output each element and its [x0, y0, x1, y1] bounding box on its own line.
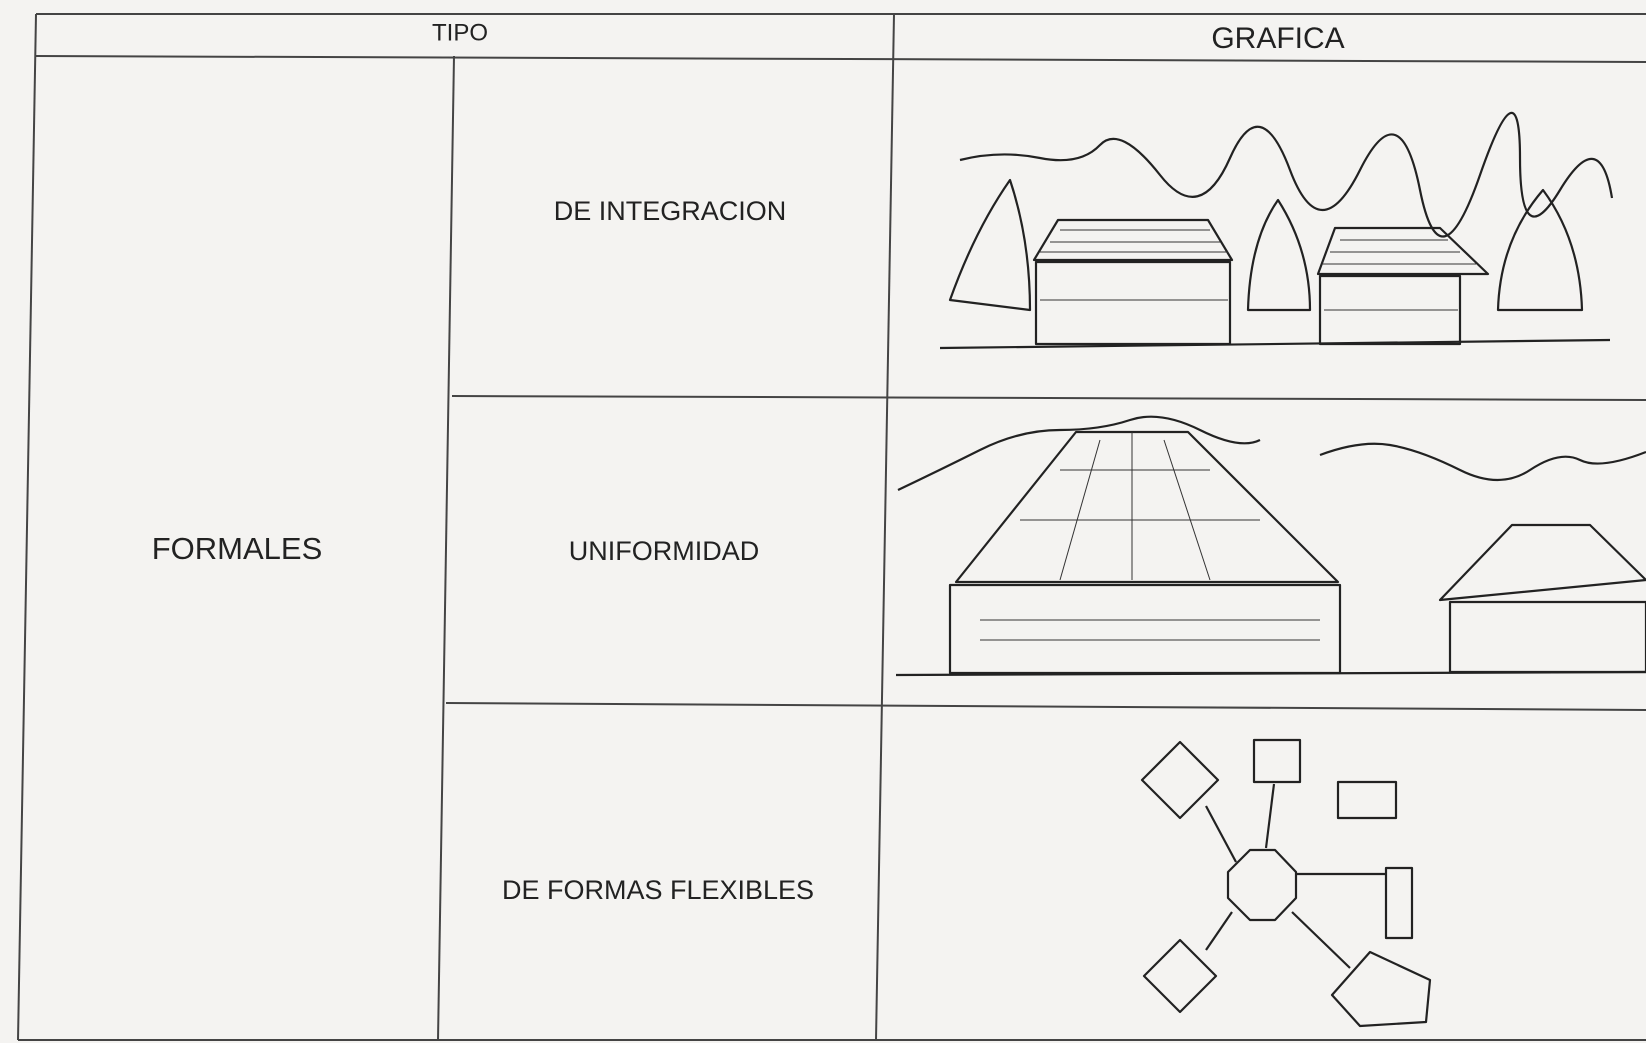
column-rule	[875, 13, 895, 1041]
row-label: DE FORMAS FLEXIBLES	[502, 875, 814, 905]
row-label: UNIFORMIDAD	[569, 536, 760, 566]
sketch-formas-flexibles	[1140, 738, 1432, 1028]
table-border	[17, 13, 37, 1041]
header-rule	[35, 55, 1646, 63]
category-label: FORMALES	[152, 531, 323, 566]
sketch-integracion	[939, 111, 1614, 350]
row-label: DE INTEGRACION	[554, 196, 787, 226]
row-rule	[445, 702, 1646, 711]
sketch-uniformidad	[895, 415, 1646, 677]
table-grid	[17, 13, 1646, 1041]
header-grafica: GRAFICA	[1211, 22, 1344, 55]
row-rule	[451, 395, 1646, 401]
header-tipo: TIPO	[432, 19, 488, 46]
column-rule	[437, 55, 455, 1041]
